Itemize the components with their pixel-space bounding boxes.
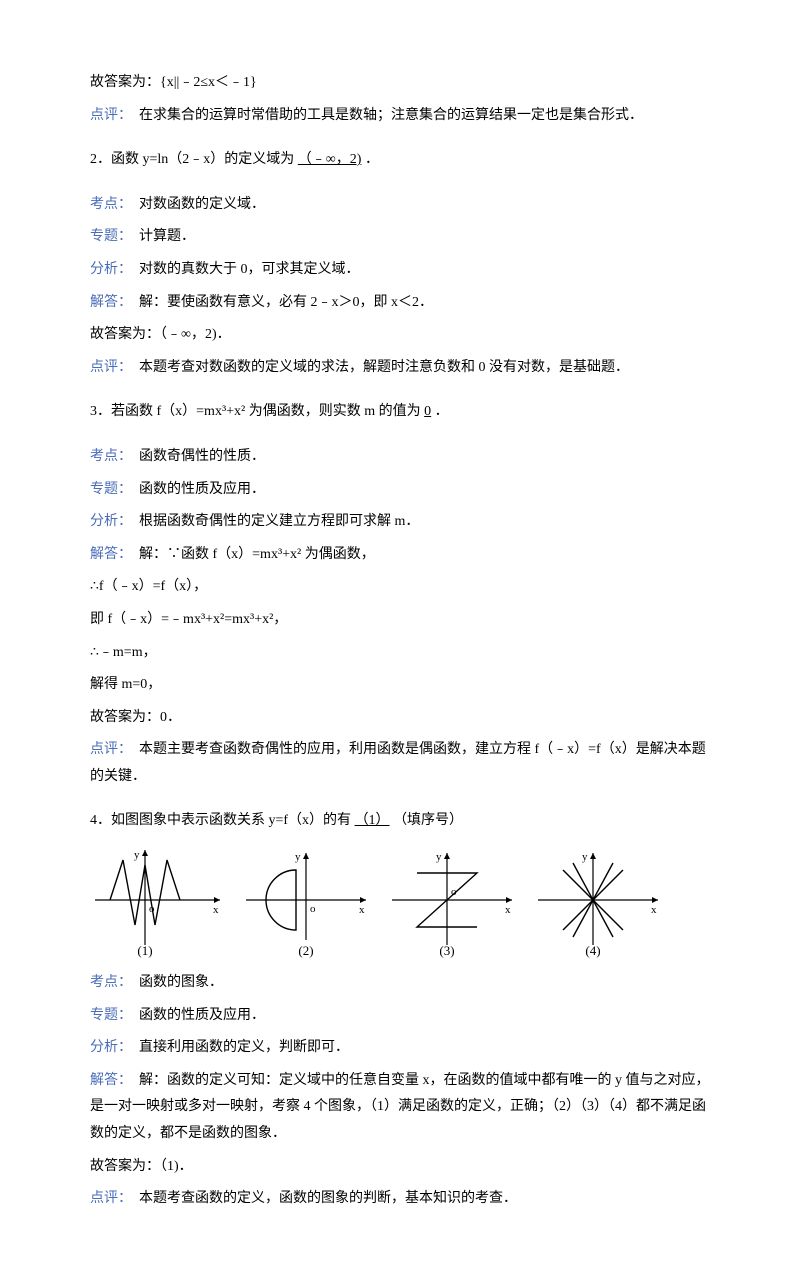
q3-zt-text: 函数的性质及应用．: [139, 482, 265, 497]
q2-fx: 分析： 对数的真数大于 0，可求其定义域．: [90, 257, 710, 284]
q2-fx-label: 分析：: [90, 262, 132, 277]
q3-dp: 点评： 本题主要考查函数奇偶性的应用，利用函数是偶函数，建立方程 f（﹣x）=f…: [90, 737, 710, 790]
q1-dp: 点评： 在求集合的运算时常借助的工具是数轴；注意集合的运算结果一定也是集合形式．: [90, 103, 710, 130]
q3-stem: 3．若函数 f（x）=mx³+x² 为偶函数，则实数 m 的值为 0 ．: [90, 399, 710, 426]
q1-ans: 故答案为：{x||﹣2≤x＜﹣1}: [90, 70, 710, 97]
q4-fx-label: 分析：: [90, 1040, 132, 1055]
q1-dp-label: 点评：: [90, 108, 132, 123]
q4-dp-text: 本题考查函数的定义，函数的图象的判断，基本知识的考查．: [139, 1191, 517, 1206]
q4-zt-label: 专题：: [90, 1008, 132, 1023]
svg-text:x: x: [359, 904, 365, 916]
q2-zt-text: 计算题．: [139, 229, 195, 244]
q3-jd-label: 解答：: [90, 547, 132, 562]
q3-line3: ∴﹣m=m，: [90, 640, 710, 667]
q2-jd-text: 解：要使函数有意义，必有 2﹣x＞0，即 x＜2．: [139, 295, 433, 310]
q4-dp-label: 点评：: [90, 1191, 132, 1206]
q4-zt-text: 函数的性质及应用．: [139, 1008, 265, 1023]
q2-ans: 故答案为：（﹣∞，2)．: [90, 322, 710, 349]
q4-fx-text: 直接利用函数的定义，判断即可．: [139, 1040, 349, 1055]
q4-jd-text: 解：函数的定义可知：定义域中的任意自变量 x，在函数的值域中都有唯一的 y 值与…: [90, 1073, 710, 1141]
diagram-2-caption: (2): [298, 943, 313, 958]
svg-text:y: y: [134, 849, 140, 861]
q2-zt-label: 专题：: [90, 229, 132, 244]
diagram-1-caption: (1): [137, 943, 152, 958]
q4-jd: 解答： 解：函数的定义可知：定义域中的任意自变量 x，在函数的值域中都有唯一的 …: [90, 1068, 710, 1148]
q4-kd-text: 函数的图象．: [139, 975, 223, 990]
q2-stem: 2．函数 y=ln（2﹣x）的定义域为 （﹣∞，2) ．: [90, 147, 710, 174]
svg-text:o: o: [451, 886, 457, 898]
q4-stem-suffix: （填序号）: [393, 813, 463, 828]
q2-dp-label: 点评：: [90, 360, 132, 375]
svg-text:o: o: [310, 903, 316, 915]
svg-text:x: x: [651, 904, 657, 916]
q2-kd-label: 考点：: [90, 197, 132, 212]
q2-stem-answer: （﹣∞，2): [298, 152, 362, 167]
q3-fx-text: 根据函数奇偶性的定义建立方程即可求解 m．: [139, 514, 419, 529]
q4-fx: 分析： 直接利用函数的定义，判断即可．: [90, 1035, 710, 1062]
diagram-2: x y o (2): [236, 845, 376, 960]
svg-text:o: o: [149, 903, 155, 915]
q4-zt: 专题： 函数的性质及应用．: [90, 1003, 710, 1030]
q2-kd: 考点： 对数函数的定义域．: [90, 192, 710, 219]
diagram-3: x y o (3): [382, 845, 522, 960]
q3-fx: 分析： 根据函数奇偶性的定义建立方程即可求解 m．: [90, 509, 710, 536]
diagram-3-caption: (3): [439, 943, 454, 958]
q4-dp: 点评： 本题考查函数的定义，函数的图象的判断，基本知识的考查．: [90, 1186, 710, 1213]
q3-fx-label: 分析：: [90, 514, 132, 529]
q4-diagrams: x y o (1) x y o (2) x y o: [90, 845, 710, 960]
q4-stem-answer: （1）: [355, 813, 390, 828]
svg-text:x: x: [505, 904, 511, 916]
q4-ans: 故答案为：（1)．: [90, 1154, 710, 1181]
q2-fx-text: 对数的真数大于 0，可求其定义域．: [139, 262, 360, 277]
q3-dp-text: 本题主要考查函数奇偶性的应用，利用函数是偶函数，建立方程 f（﹣x）=f（x）是…: [90, 742, 706, 784]
svg-text:y: y: [582, 851, 588, 863]
q3-stem-prefix: 3．若函数 f（x）=mx³+x² 为偶函数，则实数 m 的值为: [90, 404, 421, 419]
q3-line4: 解得 m=0，: [90, 672, 710, 699]
q3-kd-label: 考点：: [90, 449, 132, 464]
q3-zt: 专题： 函数的性质及应用．: [90, 477, 710, 504]
q3-line5: 故答案为：0．: [90, 705, 710, 732]
svg-text:y: y: [436, 851, 442, 863]
q4-stem-prefix: 4．如图图象中表示函数关系 y=f（x）的有: [90, 813, 351, 828]
q3-jd: 解答： 解：∵函数 f（x）=mx³+x² 为偶函数，: [90, 542, 710, 569]
q1-dp-text: 在求集合的运算时常借助的工具是数轴；注意集合的运算结果一定也是集合形式．: [139, 108, 643, 123]
q2-stem-prefix: 2．函数 y=ln（2﹣x）的定义域为: [90, 152, 294, 167]
q3-kd: 考点： 函数奇偶性的性质．: [90, 444, 710, 471]
q2-jd: 解答： 解：要使函数有意义，必有 2﹣x＞0，即 x＜2．: [90, 290, 710, 317]
q2-dp-text: 本题考查对数函数的定义域的求法，解题时注意负数和 0 没有对数，是基础题．: [139, 360, 629, 375]
q2-jd-label: 解答：: [90, 295, 132, 310]
q4-kd: 考点： 函数的图象．: [90, 970, 710, 997]
q3-line2: 即 f（﹣x）=﹣mx³+x²=mx³+x²，: [90, 607, 710, 634]
q3-jd-text: 解：∵函数 f（x）=mx³+x² 为偶函数，: [139, 547, 375, 562]
q2-kd-text: 对数函数的定义域．: [139, 197, 265, 212]
q4-jd-label: 解答：: [90, 1073, 132, 1088]
svg-text:y: y: [295, 851, 301, 863]
diagram-4: x y (4): [528, 845, 668, 960]
q3-kd-text: 函数奇偶性的性质．: [139, 449, 265, 464]
q2-zt: 专题： 计算题．: [90, 224, 710, 251]
q3-line1: ∴f（﹣x）=f（x），: [90, 574, 710, 601]
q3-stem-suffix: ．: [435, 404, 449, 419]
diagram-4-caption: (4): [585, 943, 600, 958]
q4-kd-label: 考点：: [90, 975, 132, 990]
q2-stem-suffix: ．: [365, 152, 379, 167]
svg-text:x: x: [213, 904, 219, 916]
q3-zt-label: 专题：: [90, 482, 132, 497]
diagram-1: x y o (1): [90, 845, 230, 960]
q3-dp-label: 点评：: [90, 742, 132, 757]
q4-stem: 4．如图图象中表示函数关系 y=f（x）的有 （1） （填序号）: [90, 808, 710, 835]
q3-stem-answer: 0: [424, 404, 431, 419]
q2-dp: 点评： 本题考查对数函数的定义域的求法，解题时注意负数和 0 没有对数，是基础题…: [90, 355, 710, 382]
